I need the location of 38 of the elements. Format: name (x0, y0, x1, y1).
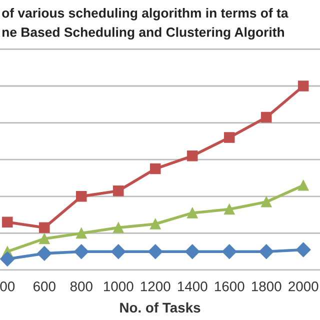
point (260, 112, 272, 123)
point (76, 191, 87, 202)
point (298, 80, 309, 92)
point (110, 244, 126, 259)
point (150, 163, 161, 174)
point (184, 244, 200, 259)
point (224, 132, 235, 143)
chart-subtitle: ne Based Scheduling and Clustering Algorith (2, 27, 284, 40)
x-tick-label: 1200 (140, 281, 170, 292)
x-tick-label: 1800 (252, 281, 282, 292)
point (150, 218, 161, 230)
x-tick-label: 1600 (214, 281, 244, 292)
point (76, 228, 87, 239)
point (186, 150, 198, 162)
point (258, 244, 274, 259)
x-tick-label: 2000 (288, 281, 318, 292)
point (260, 196, 272, 208)
x-tick-label: 1000 (104, 281, 134, 292)
x-tick-label: 800 (70, 281, 92, 292)
chart-title: of various scheduling algorithm in terms of ta (2, 8, 288, 20)
x-axis-title: No. of Tasks (120, 302, 200, 313)
point (0, 252, 15, 266)
point (39, 222, 50, 234)
point (113, 186, 124, 196)
point (39, 233, 50, 244)
x-tick-label: 00 (0, 281, 15, 292)
point (2, 216, 13, 228)
point (113, 222, 124, 234)
point (296, 242, 311, 258)
x-tick-label: 600 (34, 281, 56, 292)
point (148, 244, 163, 259)
point (186, 208, 198, 218)
point (298, 180, 309, 191)
point (74, 244, 89, 259)
point (222, 244, 237, 259)
x-tick-label: 1400 (178, 281, 208, 292)
point (37, 246, 52, 261)
point (224, 204, 235, 215)
